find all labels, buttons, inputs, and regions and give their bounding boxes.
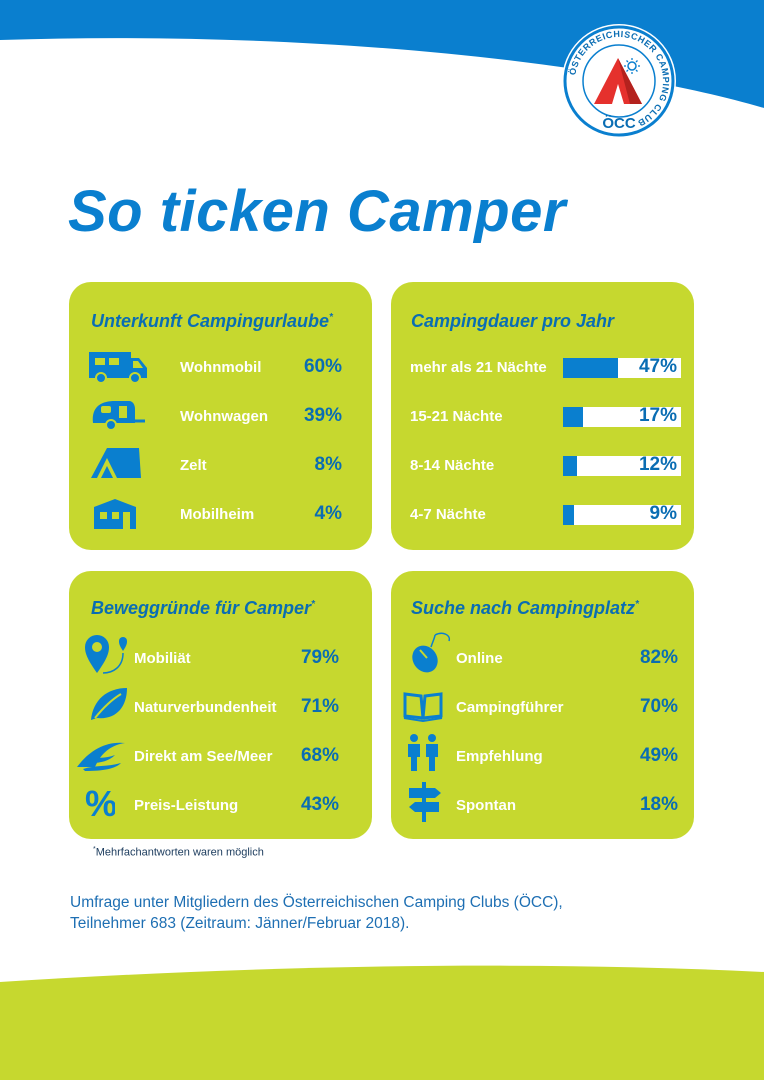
item-label: Empfehlung bbox=[456, 748, 543, 765]
footer-wave bbox=[0, 965, 764, 1080]
item-label: Zelt bbox=[180, 457, 207, 474]
bar-value: 17% bbox=[638, 405, 677, 426]
bar-row: 4-7 Nächte 9% bbox=[391, 493, 694, 533]
item-value: 4% bbox=[314, 503, 342, 524]
source-note: Umfrage unter Mitgliedern des Österreich… bbox=[70, 892, 630, 934]
progress-bar: 12% bbox=[563, 454, 681, 476]
mouse-icon bbox=[412, 632, 451, 673]
item-label: Direkt am See/Meer bbox=[134, 748, 273, 765]
bar-fill bbox=[563, 407, 584, 427]
item-value: 79% bbox=[300, 647, 339, 668]
occ-logo: ÖSTERREICHISCHER CAMPING CLUB ÖCC bbox=[560, 22, 678, 140]
item-label: Mobiliät bbox=[134, 650, 191, 667]
progress-bar: 47% bbox=[563, 356, 681, 378]
list-item: Spontan 18% bbox=[391, 782, 694, 824]
item-label: Spontan bbox=[456, 797, 516, 814]
item-label: Campingführer bbox=[456, 699, 564, 716]
item-label: Naturverbundenheit bbox=[134, 699, 277, 716]
page-title: So ticken Camper bbox=[68, 179, 566, 244]
list-item: Mobilheim 4% bbox=[69, 493, 372, 533]
svg-text:ÖCC: ÖCC bbox=[602, 115, 636, 132]
people-icon bbox=[408, 734, 438, 771]
bar-row: 8-14 Nächte 12% bbox=[391, 444, 694, 484]
item-value: 18% bbox=[639, 794, 678, 815]
item-label: 4-7 Nächte bbox=[410, 506, 486, 523]
item-label: Online bbox=[456, 650, 503, 667]
list-item: % Preis-Leistung 43% bbox=[69, 783, 372, 824]
item-value: 39% bbox=[303, 405, 342, 426]
item-label: Preis-Leistung bbox=[134, 797, 239, 814]
percent-icon: % bbox=[85, 783, 115, 822]
bar-value: 12% bbox=[638, 454, 677, 475]
bar-fill bbox=[563, 505, 574, 525]
source-line: Teilnehmer 683 (Zeitraum: Jänner/Februar… bbox=[70, 915, 410, 932]
bar-fill bbox=[563, 358, 619, 378]
list-item: Zelt 8% bbox=[69, 444, 372, 484]
item-label: Wohnwagen bbox=[180, 408, 269, 425]
motorhome-icon bbox=[89, 352, 147, 384]
item-value: 60% bbox=[303, 356, 342, 377]
book-icon bbox=[403, 692, 443, 722]
progress-bar: 17% bbox=[563, 405, 681, 427]
bar-value: 9% bbox=[649, 503, 677, 524]
tent-icon bbox=[91, 448, 141, 478]
list-item: Online 82% bbox=[391, 632, 694, 677]
list-item: Campingführer 70% bbox=[391, 686, 694, 726]
bar-value: 47% bbox=[638, 356, 677, 377]
list-item: Wohnwagen 39% bbox=[69, 395, 372, 435]
signpost-icon bbox=[409, 782, 441, 822]
source-line: Umfrage unter Mitgliedern des Österreich… bbox=[70, 894, 563, 911]
list-item: Wohnmobil 60% bbox=[69, 346, 372, 386]
panel-title: Beweggründe für Camper* bbox=[91, 598, 315, 618]
progress-bar: 9% bbox=[563, 503, 681, 525]
list-item: Empfehlung 49% bbox=[391, 734, 694, 775]
item-value: 70% bbox=[639, 696, 678, 717]
panel-title: Campingdauer pro Jahr bbox=[411, 311, 615, 331]
item-value: 8% bbox=[314, 454, 342, 475]
item-label: 8-14 Nächte bbox=[410, 457, 495, 474]
leaf-icon bbox=[91, 688, 127, 720]
item-label: 15-21 Nächte bbox=[410, 408, 503, 425]
list-item: Mobiliät 79% bbox=[69, 635, 372, 677]
svg-text:%: % bbox=[85, 783, 115, 822]
panel-title: Unterkunft Campingurlaube* bbox=[91, 311, 333, 331]
item-value: 82% bbox=[639, 647, 678, 668]
item-value: 43% bbox=[300, 794, 339, 815]
item-value: 71% bbox=[300, 696, 339, 717]
bar-row: 15-21 Nächte 17% bbox=[391, 395, 694, 435]
item-label: mehr als 21 Nächte bbox=[410, 359, 547, 376]
item-label: Wohnmobil bbox=[180, 359, 262, 376]
list-item: Naturverbundenheit 71% bbox=[69, 686, 372, 726]
footnote: *Mehrfachantworten waren möglich bbox=[93, 846, 264, 859]
item-label: Mobilheim bbox=[180, 506, 255, 523]
mobile-home-icon bbox=[94, 499, 136, 529]
item-value: 49% bbox=[639, 745, 678, 766]
panel-beweggruende: Beweggründe für Camper* Mobiliät 79% Nat… bbox=[69, 571, 372, 839]
waves-icon bbox=[77, 742, 125, 771]
panel-dauer: Campingdauer pro Jahr mehr als 21 Nächte… bbox=[391, 282, 694, 550]
bar-fill bbox=[563, 456, 578, 476]
caravan-icon bbox=[92, 401, 145, 431]
list-item: Direkt am See/Meer 68% bbox=[69, 735, 372, 775]
item-value: 68% bbox=[300, 745, 339, 766]
panel-title: Suche nach Campingplatz* bbox=[411, 598, 639, 618]
bar-row: mehr als 21 Nächte 47% bbox=[391, 346, 694, 386]
panel-suche: Suche nach Campingplatz* Online 82% Camp… bbox=[391, 571, 694, 839]
header-wave bbox=[0, 0, 764, 108]
panel-unterkunft: Unterkunft Campingurlaube* Wohnmobil 60%… bbox=[69, 282, 372, 550]
location-pin-icon bbox=[85, 635, 127, 674]
